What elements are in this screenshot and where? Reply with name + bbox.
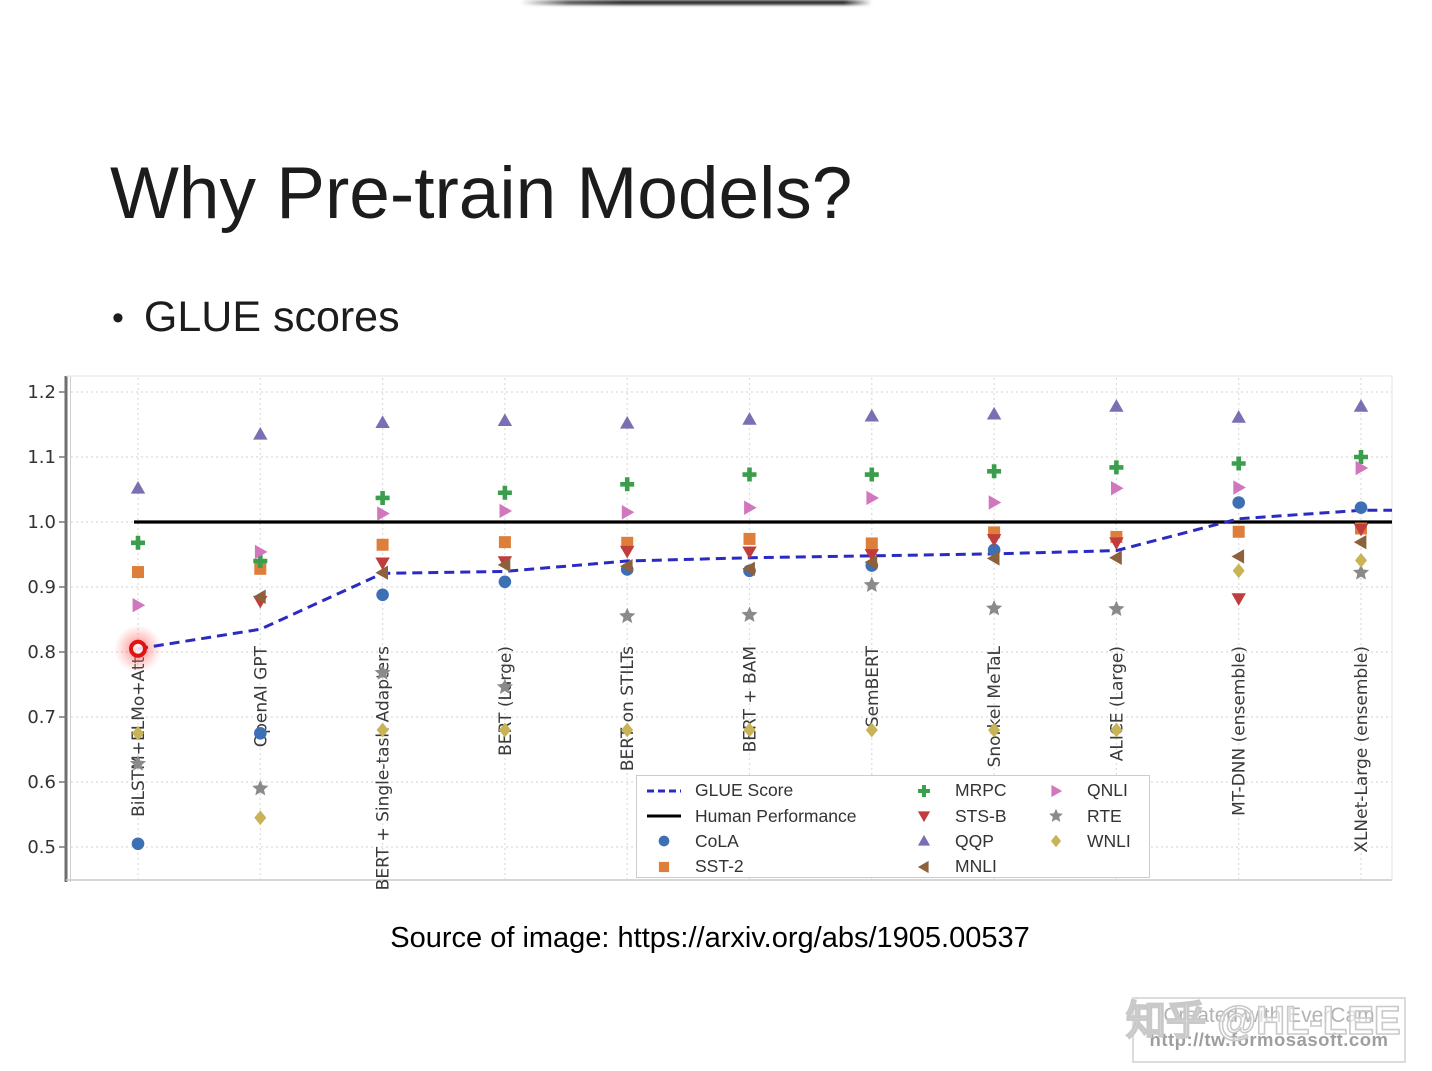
legend-marker-cola-icon bbox=[658, 836, 670, 847]
svg-text:Snorkel MeTaL: Snorkel MeTaL bbox=[985, 645, 1005, 767]
legend-item-rte: RTE bbox=[1037, 803, 1131, 828]
legend-marker-mnli-icon bbox=[917, 860, 929, 873]
legend-label: QNLI bbox=[1087, 780, 1128, 801]
series-markers-QQP bbox=[130, 399, 1369, 494]
legend-marker-sst-2-icon bbox=[658, 861, 670, 872]
series-markers-STS-B bbox=[253, 523, 1369, 609]
legend-marker-wnli-icon bbox=[1050, 835, 1062, 848]
legend-label: WNLI bbox=[1087, 830, 1131, 851]
legend-item-mnli: MNLI bbox=[905, 854, 1007, 879]
series-markers-WNLI bbox=[132, 552, 1367, 826]
highlight-cursor-ring bbox=[129, 639, 147, 658]
series-markers-MRPC bbox=[131, 450, 1368, 568]
svg-text:0.8: 0.8 bbox=[27, 642, 56, 663]
legend-label: Human Performance bbox=[695, 805, 857, 826]
legend-item-sst-2: SST-2 bbox=[645, 854, 856, 879]
svg-text:1.0: 1.0 bbox=[27, 512, 56, 533]
series-markers-SST-2 bbox=[132, 522, 1367, 579]
svg-text:0.6: 0.6 bbox=[27, 772, 56, 793]
slide-title: Why Pre-train Models? bbox=[110, 152, 853, 234]
svg-text:BERT + Single-task Adapters: BERT + Single-task Adapters bbox=[374, 646, 394, 890]
zhihu-watermark: 知乎 @HL-LEE bbox=[1125, 998, 1401, 1044]
legend-label: RTE bbox=[1087, 805, 1122, 826]
svg-text:1.1: 1.1 bbox=[27, 447, 56, 468]
legend-label: MRPC bbox=[955, 780, 1007, 801]
legend-marker-qqp-icon bbox=[917, 835, 931, 847]
svg-text:BERT (Large): BERT (Large) bbox=[496, 646, 516, 756]
legend-item-human-performance: Human Performance bbox=[645, 803, 856, 828]
bullet-row: • GLUE scores bbox=[112, 293, 400, 342]
legend-label: MNLI bbox=[955, 856, 997, 877]
legend-item-qqp: QQP bbox=[905, 829, 1007, 854]
source-caption: Source of image: https://arxiv.org/abs/1… bbox=[390, 922, 1030, 954]
svg-text:0.9: 0.9 bbox=[27, 577, 56, 598]
evercam-watermark-line1: Created with EverCam bbox=[1163, 1004, 1375, 1027]
legend-label: QQP bbox=[955, 830, 994, 851]
svg-text:BERT + BAM: BERT + BAM bbox=[741, 646, 761, 752]
legend-label: SST-2 bbox=[695, 856, 744, 877]
legend-item-qnli: QNLI bbox=[1037, 778, 1131, 803]
legend-column-1: GLUE Score Human Performance CoLA SST-2 bbox=[645, 778, 856, 880]
legend-marker-sts-b-icon bbox=[917, 811, 931, 823]
series-markers-RTE bbox=[129, 564, 1370, 796]
svg-text:1.2: 1.2 bbox=[27, 382, 56, 403]
legend-marker-mrpc-icon bbox=[918, 784, 930, 797]
legend-item-glue-score: GLUE Score bbox=[645, 778, 856, 803]
chart-legend: GLUE Score Human Performance CoLA SST-2 MRPC… bbox=[636, 775, 1150, 878]
bullet-icon: • bbox=[112, 298, 124, 337]
svg-text:MT-DNN (ensemble): MT-DNN (ensemble) bbox=[1230, 646, 1250, 816]
axes bbox=[64, 375, 1393, 882]
legend-marker-qnli-icon bbox=[1051, 784, 1063, 797]
legend-label: CoLA bbox=[695, 830, 739, 851]
legend-marker-human-performance-line bbox=[647, 814, 681, 818]
legend-label: GLUE Score bbox=[695, 780, 794, 801]
y-axis-tick-labels: 0.5 0.6 0.7 0.8 0.9 1.0 1.1 1.2 bbox=[27, 382, 66, 858]
bullet-text: GLUE scores bbox=[143, 293, 400, 341]
svg-text:0.7: 0.7 bbox=[27, 707, 56, 728]
legend-item-mrpc: MRPC bbox=[905, 778, 1007, 803]
svg-text:0.5: 0.5 bbox=[27, 837, 56, 858]
svg-text:OpenAI GPT: OpenAI GPT bbox=[251, 645, 271, 747]
evercam-watermark-box: Created with EverCam http://tw.formosaso… bbox=[1132, 997, 1406, 1063]
legend-column-3: QNLI RTE WNLI bbox=[1037, 778, 1131, 854]
legend-item-sts-b: STS-B bbox=[905, 803, 1007, 828]
legend-marker-glue-score-line bbox=[647, 789, 681, 793]
legend-item-wnli: WNLI bbox=[1037, 829, 1131, 854]
legend-marker-rte-icon bbox=[1049, 808, 1063, 822]
video-player-edge-artifact bbox=[520, 0, 872, 5]
svg-text:BERT on STILTs: BERT on STILTs bbox=[618, 646, 638, 771]
svg-text:ALICE (Large): ALICE (Large) bbox=[1107, 646, 1127, 761]
series-markers-QNLI bbox=[132, 460, 1369, 613]
series-markers-MNLI bbox=[253, 534, 1367, 604]
legend-label: STS-B bbox=[955, 805, 1007, 826]
evercam-watermark-url: http://tw.formosasoft.com bbox=[1149, 1029, 1389, 1050]
svg-text:SemBERT: SemBERT bbox=[863, 645, 883, 727]
legend-item-cola: CoLA bbox=[645, 829, 856, 854]
legend-column-2: MRPC STS-B QQP MNLI bbox=[905, 778, 1007, 880]
glue-score-line bbox=[137, 508, 1392, 651]
svg-text:XLNet-Large (ensemble): XLNet-Large (ensemble) bbox=[1352, 646, 1372, 853]
